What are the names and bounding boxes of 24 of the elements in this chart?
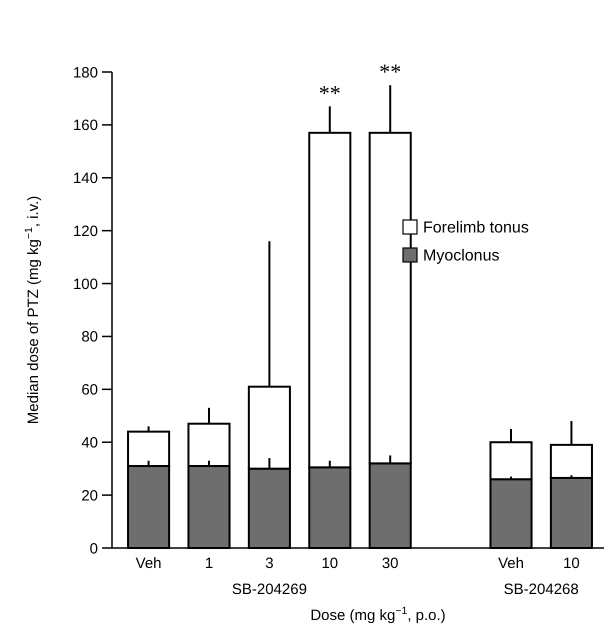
x-tick-label: Veh	[136, 555, 162, 572]
x-tick-label: 1	[204, 555, 214, 572]
y-tick-label: 100	[72, 276, 98, 293]
y-tick-label: 180	[72, 64, 98, 82]
data-label: **	[318, 80, 341, 106]
x-tick-label: 3	[265, 555, 274, 572]
y-tick-label: 40	[81, 434, 98, 452]
x-axis-title: Dose (mg kg$^{−1}$, p.o.)	[310, 605, 446, 624]
y-tick-label: 0	[90, 540, 98, 558]
y-tick-label: 120	[72, 222, 98, 240]
x-tick-label: 10	[321, 555, 338, 572]
text: SB-204269	[232, 581, 307, 598]
x-tick-label: 10	[563, 555, 580, 572]
y-tick-label: 80	[81, 328, 98, 346]
x-tick-label: 30	[382, 555, 399, 572]
legend-label: Myoclonus	[423, 248, 500, 265]
y-tick-label: 140	[72, 170, 98, 188]
legend-label: Forelimb tonus	[423, 220, 529, 237]
y-tick-label: 60	[81, 382, 98, 399]
text: SB-204268	[504, 581, 579, 598]
x-tick-label: Veh	[498, 555, 524, 572]
data-label: **	[379, 59, 402, 84]
y-tick-label: 160	[72, 117, 98, 134]
y-tick-label: 20	[81, 487, 98, 504]
